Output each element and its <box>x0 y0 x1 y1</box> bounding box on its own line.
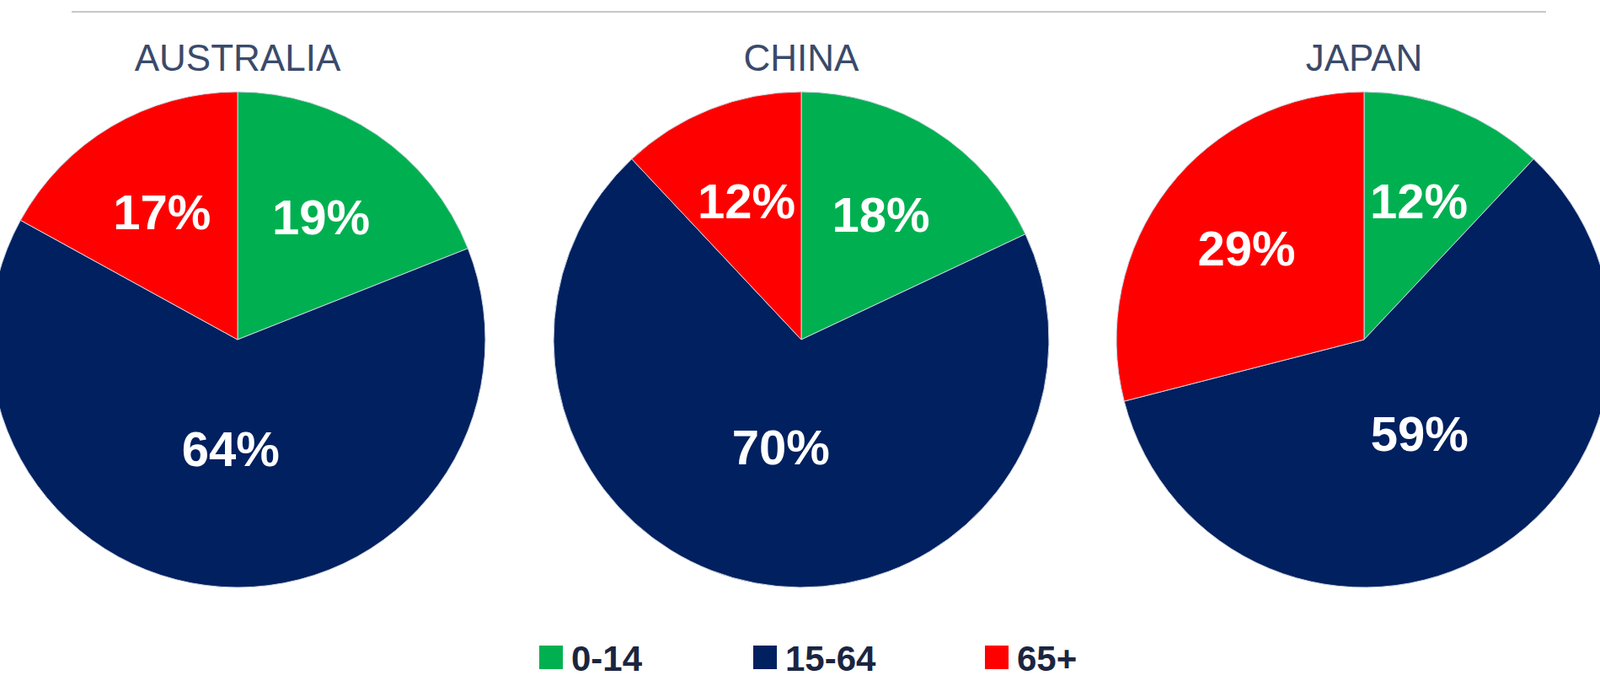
legend-swatch <box>753 645 777 669</box>
chart-title: CHINA <box>743 37 861 79</box>
data-label: 12% <box>1369 173 1468 229</box>
pie-slice <box>1116 91 1365 402</box>
data-label: 29% <box>1198 220 1296 276</box>
data-labels: 18% 70% 12% <box>697 173 931 474</box>
legend-label: 65+ <box>1016 638 1077 679</box>
data-label: 18% <box>831 187 930 242</box>
pie-slice <box>20 91 238 340</box>
data-label: 17% <box>112 184 211 240</box>
legend-label: 15-64 <box>785 638 877 679</box>
pie-1: CHINA 18% 70% 12% <box>553 37 1049 588</box>
data-labels: 12% 59% 29% <box>1198 173 1469 461</box>
data-label: 19% <box>272 189 370 245</box>
data-label: 70% <box>732 419 830 475</box>
chart-title: JAPAN <box>1305 37 1424 79</box>
chart-title: AUSTRALIA <box>134 37 342 79</box>
chart-canvas: AUSTRALIA 19% 64% 17% CHINA 18% 70% 12% JAPAN 12%… <box>0 0 1600 686</box>
data-label: 64% <box>181 421 280 477</box>
pie-slice <box>631 91 802 340</box>
legend-swatch <box>539 645 563 669</box>
top-rule <box>71 10 1547 13</box>
pie-0: AUSTRALIA 19% 64% 17% <box>0 37 486 588</box>
legend-label: 0-14 <box>571 638 643 679</box>
legend: 0-14 15-64 65+ <box>539 638 1077 679</box>
data-label: 59% <box>1370 406 1469 461</box>
pie-2: JAPAN 12% 59% 29% <box>1116 37 1600 588</box>
data-labels: 19% 64% 17% <box>112 184 370 477</box>
pie-slice <box>0 219 486 588</box>
legend-swatch <box>984 645 1009 669</box>
data-label: 12% <box>697 173 796 229</box>
